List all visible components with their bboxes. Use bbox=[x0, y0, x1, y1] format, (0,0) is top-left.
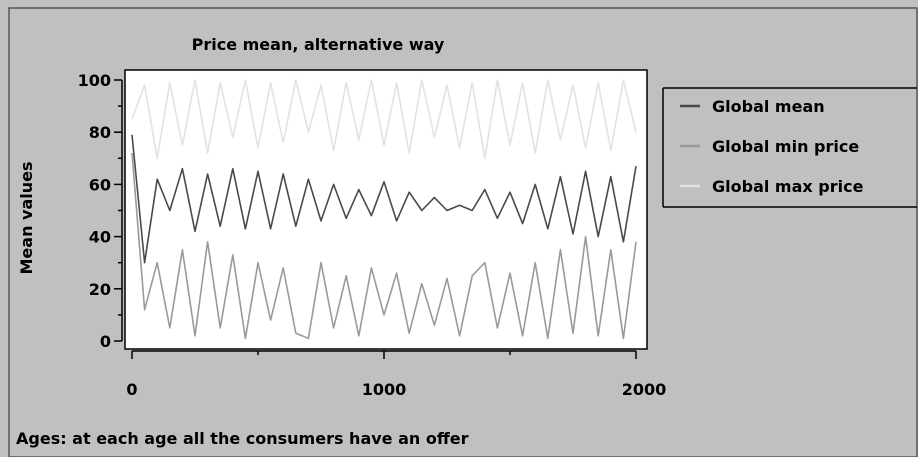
legend: Global mean Global min price Global max pr… bbox=[662, 87, 917, 208]
y-tick-label: 80 bbox=[89, 123, 111, 142]
y-tick-label: 0 bbox=[100, 332, 111, 351]
chart-title: Price mean, alternative way bbox=[192, 35, 445, 54]
legend-label: Global max price bbox=[712, 177, 864, 196]
y-tick-label: 60 bbox=[89, 175, 111, 194]
y-tick-label: 100 bbox=[78, 71, 111, 90]
y-tick-label: 40 bbox=[89, 228, 111, 247]
legend-label: Global min price bbox=[712, 137, 859, 156]
x-tick-label: 0 bbox=[126, 380, 137, 399]
series-line-global-mean bbox=[131, 134, 637, 264]
plot-area bbox=[124, 69, 648, 350]
y-tick-label: 20 bbox=[89, 280, 111, 299]
x-axis-label: Ages: at each age all the consumers have… bbox=[16, 429, 469, 448]
series-layer bbox=[131, 79, 637, 340]
series-line-global-min-price bbox=[131, 153, 637, 340]
series-line-global-max-price bbox=[131, 79, 637, 160]
legend-label: Global mean bbox=[712, 97, 825, 116]
x-tick-label: 1000 bbox=[362, 380, 407, 399]
x-tick-label: 2000 bbox=[622, 380, 667, 399]
y-axis-label: Mean values bbox=[17, 161, 36, 274]
